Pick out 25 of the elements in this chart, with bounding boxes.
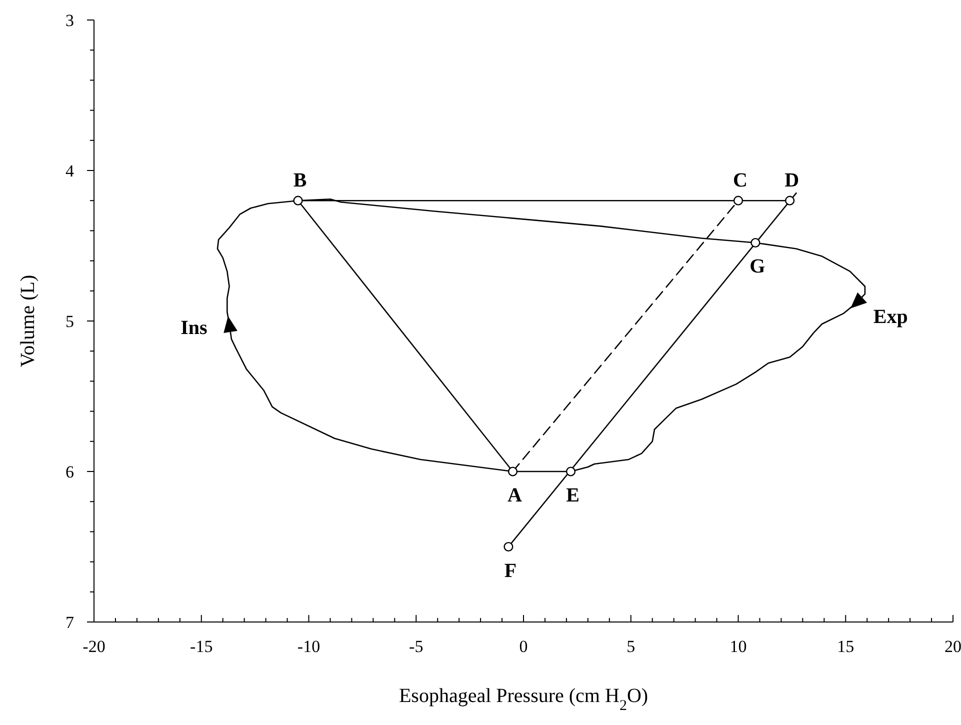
annotation: E: [566, 484, 580, 506]
x-tick-label: -15: [190, 637, 213, 656]
annotation: Exp: [873, 306, 908, 328]
x-tick-label: 10: [730, 637, 747, 656]
annotation: F: [504, 560, 517, 582]
x-tick-label: -20: [82, 637, 106, 656]
annotation: B: [293, 170, 307, 192]
x-tick-label: -10: [297, 637, 320, 656]
y-tick-label: 7: [66, 613, 74, 632]
annotation: G: [750, 256, 766, 278]
y-axis-title: Volume (L): [17, 274, 39, 368]
x-tick-label: 20: [944, 637, 961, 656]
y-tick-label: 5: [66, 312, 74, 331]
x-axis-title: Esophageal Pressure (cm H$_{2}$O): [398, 685, 648, 714]
x-tick-label: 0: [519, 637, 528, 656]
x-tick-label: -5: [409, 637, 424, 656]
annotation: A: [508, 484, 523, 506]
annotation: Ins: [180, 317, 208, 340]
x-tick-label: 15: [837, 637, 854, 656]
y-tick-label: 4: [66, 162, 74, 180]
y-tick-label: 3: [66, 11, 74, 30]
annotation: C: [733, 170, 748, 192]
x-tick-label: 5: [626, 637, 636, 656]
annotation: D: [784, 170, 800, 192]
y-tick-label: 6: [66, 462, 74, 482]
